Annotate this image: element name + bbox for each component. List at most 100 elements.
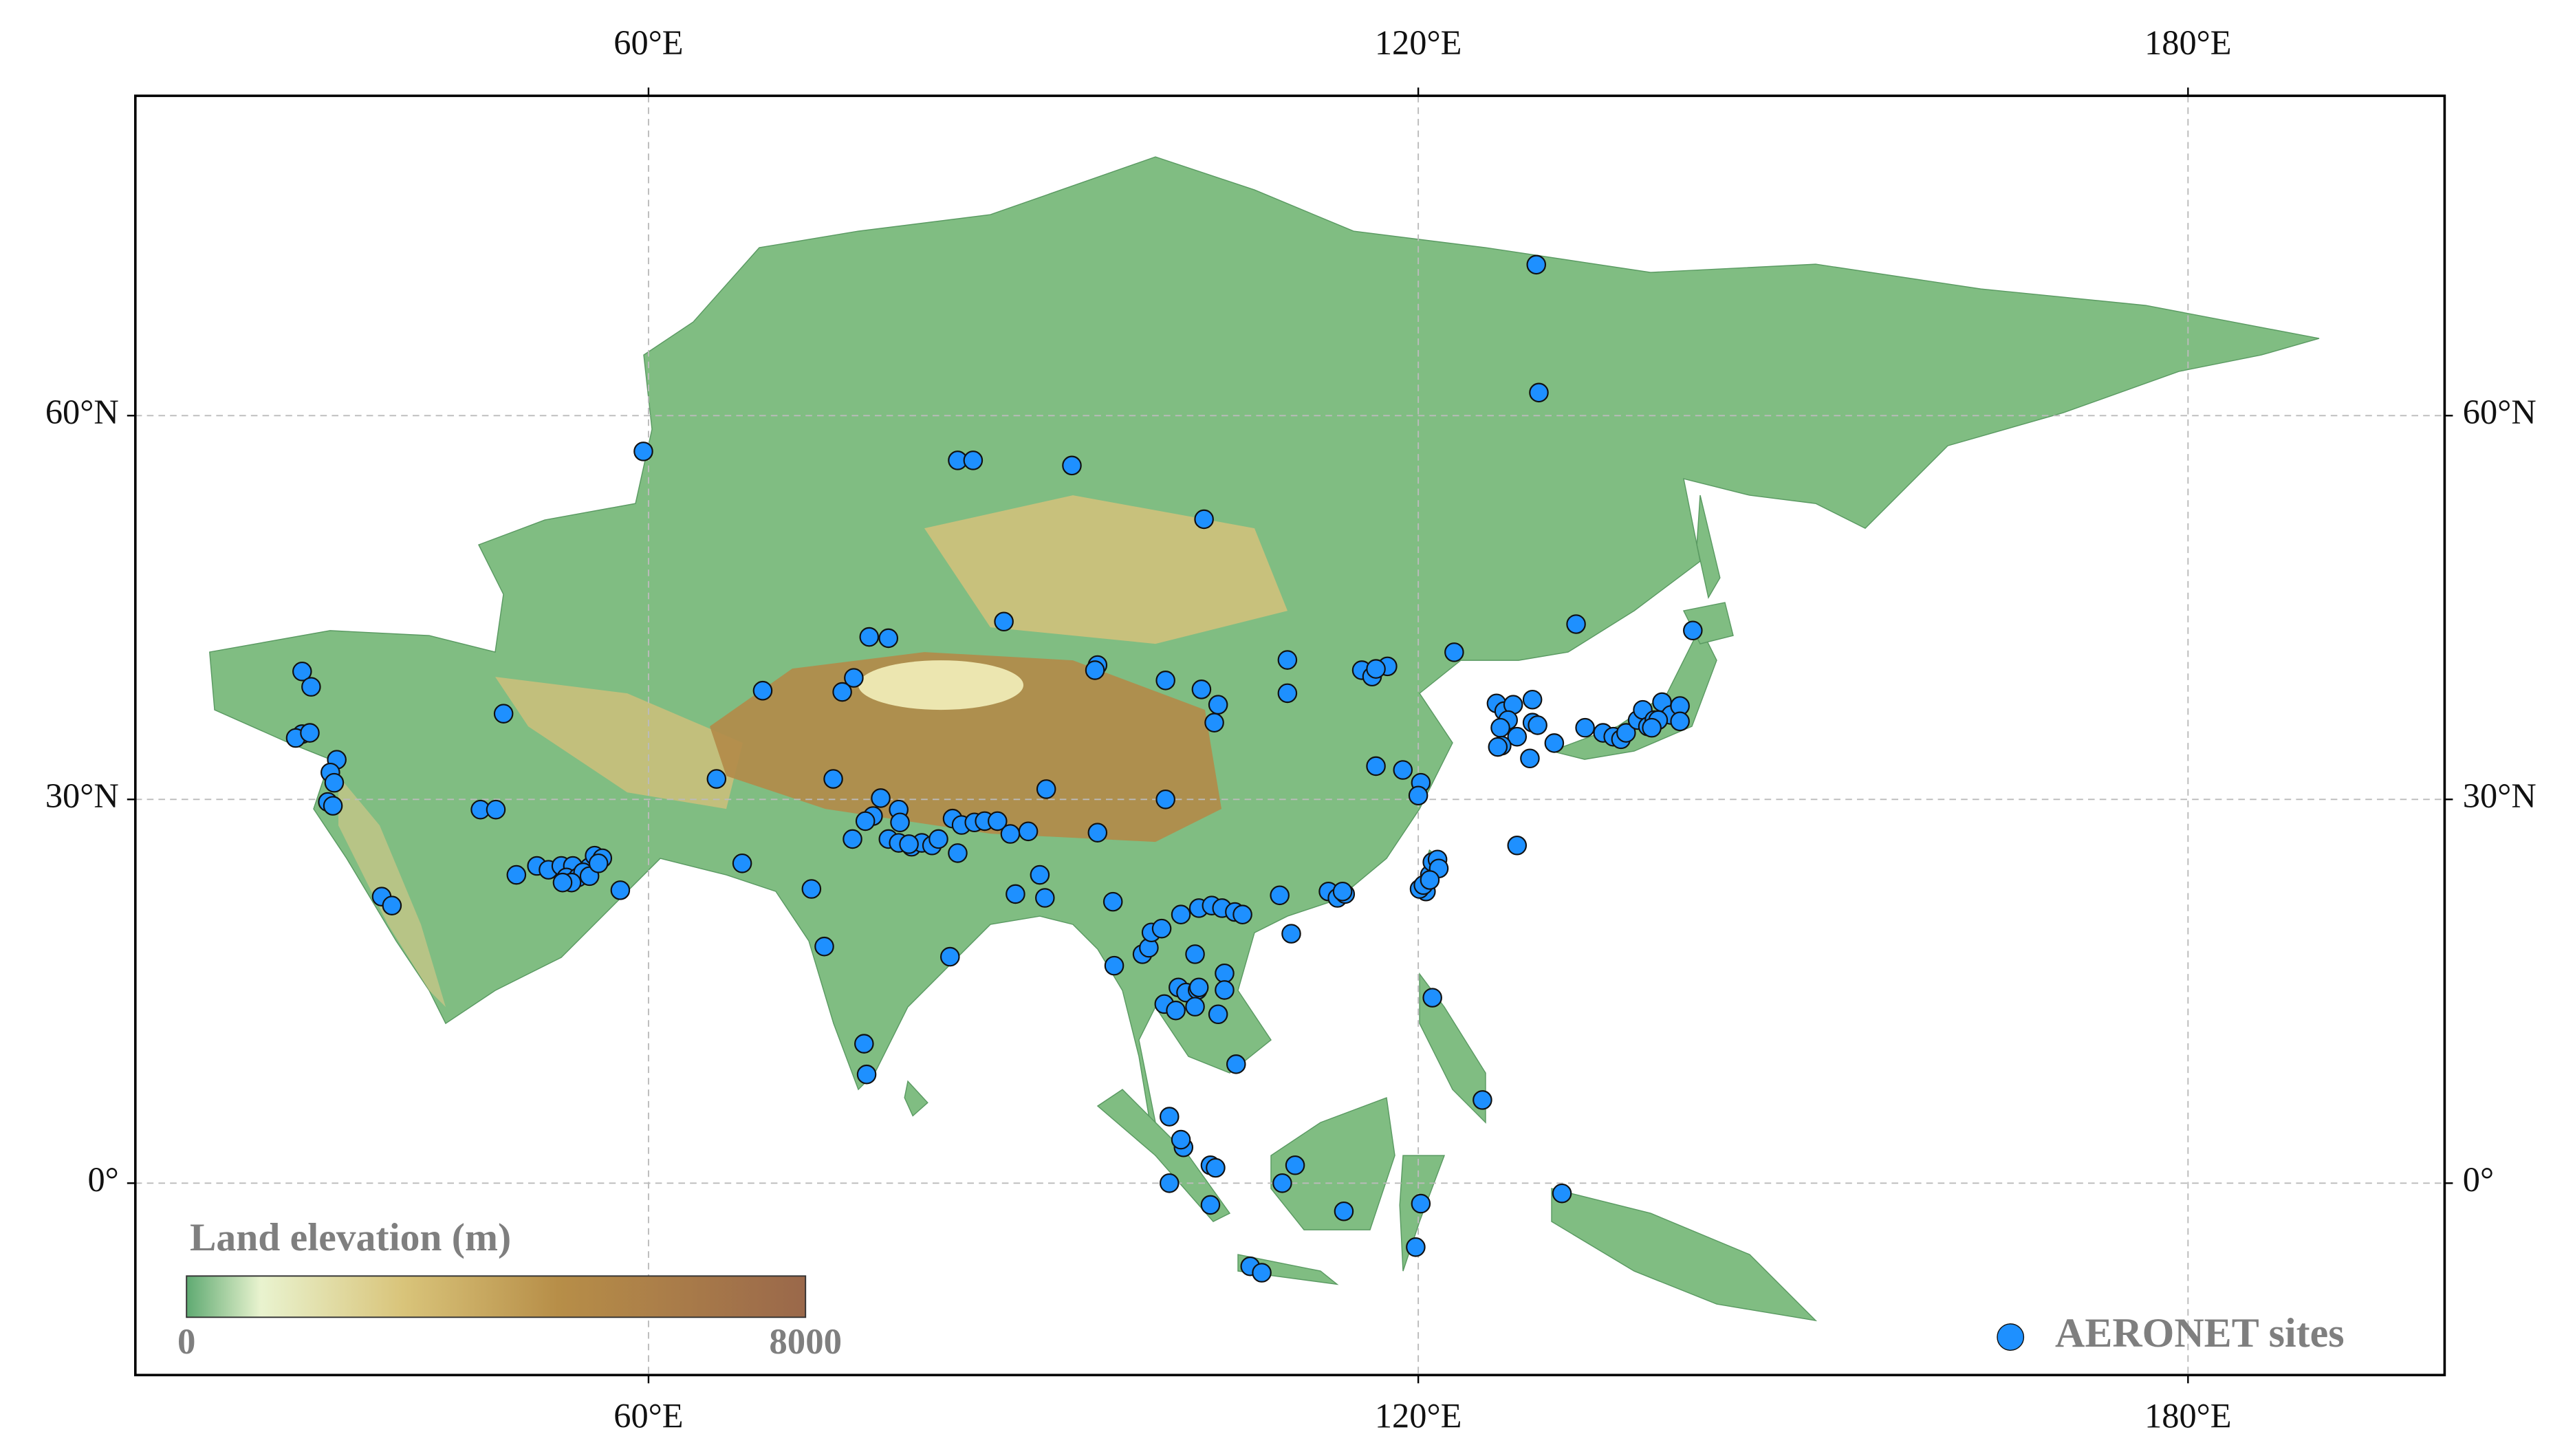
site-marker — [801, 879, 822, 899]
site-marker — [1171, 1129, 1191, 1150]
site-marker — [1226, 1054, 1246, 1074]
site-marker — [1208, 695, 1228, 715]
site-marker — [1277, 650, 1298, 670]
site-marker — [1520, 748, 1540, 769]
site-marker — [1411, 1193, 1431, 1214]
site-marker — [988, 811, 1008, 832]
site-marker — [610, 880, 631, 900]
site-marker — [1507, 726, 1528, 747]
site-marker — [948, 843, 968, 863]
site-marker — [1155, 671, 1175, 691]
site-marker — [1035, 888, 1055, 908]
site-marker — [1616, 723, 1636, 743]
site-marker — [1185, 944, 1205, 964]
colorbar-max: 8000 — [769, 1322, 842, 1362]
site-marker — [486, 799, 506, 820]
grid — [135, 96, 2445, 1376]
site-marker — [928, 829, 948, 849]
site-marker — [856, 1064, 877, 1085]
philippines — [1419, 972, 1486, 1124]
site-marker — [1366, 659, 1386, 679]
site-marker — [1171, 904, 1191, 924]
site-marker — [878, 628, 899, 649]
site-marker — [1277, 683, 1298, 704]
frame — [134, 94, 2446, 1377]
new-guinea — [1551, 1188, 1818, 1322]
site-marker — [323, 796, 343, 816]
site-marker — [1526, 254, 1547, 275]
x-tick-label: 120°E — [1375, 23, 1462, 62]
site-marker — [1206, 1158, 1226, 1178]
site-marker — [1215, 980, 1235, 1000]
site-marker — [552, 872, 573, 893]
site-marker — [588, 854, 609, 873]
site-marker — [1507, 835, 1528, 856]
landmass — [209, 156, 2320, 1157]
legend: AERONET sites — [1997, 1310, 2345, 1356]
site-marker — [1036, 779, 1056, 799]
site-marker — [1642, 717, 1662, 738]
legend-marker — [1997, 1323, 2025, 1351]
site-marker — [1000, 824, 1021, 844]
sakhalin — [1696, 495, 1721, 599]
site-marker — [732, 854, 752, 873]
x-tick-label: 180°E — [2144, 23, 2232, 62]
x-tick-label: 120°E — [1375, 1397, 1462, 1435]
site-marker — [1683, 620, 1703, 641]
legend-label: AERONET sites — [2055, 1310, 2345, 1356]
site-marker — [1444, 642, 1464, 662]
site-marker — [1420, 870, 1440, 890]
x-tick-label: 60°E — [613, 1397, 683, 1435]
borneo — [1270, 1097, 1395, 1230]
site-marker — [1166, 1000, 1186, 1021]
site-marker — [1102, 891, 1123, 912]
mongolia-plateau — [924, 495, 1288, 644]
site-marker — [843, 829, 862, 849]
site-marker — [1393, 760, 1413, 780]
site-marker — [832, 682, 852, 702]
site-marker — [871, 788, 891, 808]
site-marker — [1188, 977, 1209, 997]
site-marker — [1473, 1090, 1492, 1110]
sri-lanka — [904, 1080, 928, 1117]
site-marker — [1529, 382, 1549, 403]
x-tick-label: 60°E — [613, 23, 683, 62]
site-marker — [1151, 918, 1172, 939]
y-tick-label: 0° — [2463, 1160, 2494, 1199]
y-tick-label: 60°N — [45, 393, 119, 431]
site-marker — [506, 865, 527, 885]
site-marker — [859, 627, 880, 647]
sumatra — [1096, 1089, 1231, 1222]
site-marker — [752, 680, 773, 701]
site-marker — [1270, 885, 1290, 906]
site-marker — [1332, 881, 1353, 902]
site-marker — [1085, 660, 1105, 680]
colorbar-min: 0 — [177, 1322, 195, 1362]
site-marker — [1366, 756, 1386, 776]
site-marker — [1252, 1263, 1272, 1283]
site-marker — [1155, 790, 1175, 810]
y-tick-label: 30°N — [45, 776, 119, 815]
site-marker — [324, 772, 345, 793]
tarim-basin — [858, 660, 1023, 710]
site-marker — [1670, 711, 1690, 732]
site-marker — [1406, 1237, 1426, 1257]
colorbar-gradient — [186, 1275, 807, 1318]
iran-plateau — [495, 677, 743, 810]
site-marker — [814, 936, 834, 957]
arabia-highland — [338, 776, 446, 1008]
site-marker — [1018, 821, 1039, 842]
site-marker — [1522, 689, 1543, 710]
site-marker — [382, 895, 402, 915]
site-marker — [1285, 1155, 1305, 1175]
site-marker — [1232, 904, 1252, 924]
site-marker — [1062, 455, 1082, 476]
site-marker — [940, 946, 960, 967]
site-marker — [301, 677, 321, 697]
site-marker — [1185, 997, 1205, 1017]
site-marker — [1159, 1173, 1180, 1193]
site-marker — [1544, 733, 1565, 753]
colorbar-title: Land elevation (m) — [190, 1216, 511, 1259]
